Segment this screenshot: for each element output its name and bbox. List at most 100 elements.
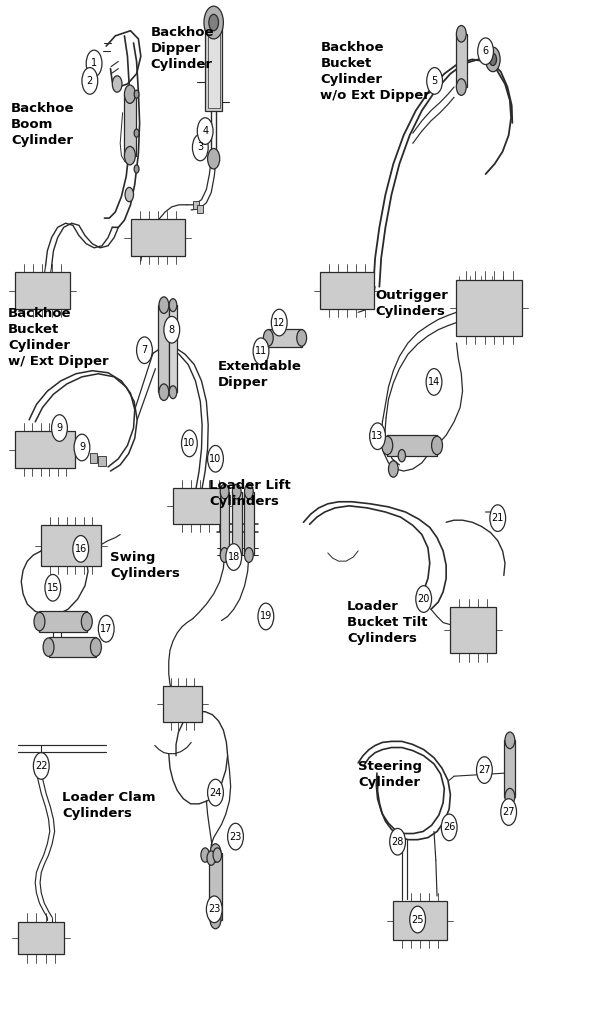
Circle shape — [432, 436, 443, 455]
Text: 23: 23 — [229, 831, 242, 842]
Circle shape — [74, 434, 90, 461]
Circle shape — [370, 423, 385, 450]
Bar — [15, 431, 75, 468]
Bar — [163, 686, 202, 722]
Text: 18: 18 — [228, 552, 240, 562]
Bar — [387, 435, 437, 456]
Circle shape — [192, 134, 208, 161]
Bar — [504, 740, 515, 797]
Circle shape — [210, 844, 221, 862]
Text: 25: 25 — [412, 914, 424, 925]
Bar — [456, 280, 522, 336]
Circle shape — [489, 53, 497, 66]
Circle shape — [208, 779, 223, 806]
Circle shape — [164, 316, 180, 343]
Circle shape — [388, 461, 398, 477]
Circle shape — [209, 14, 219, 31]
Text: 16: 16 — [75, 544, 87, 554]
Circle shape — [33, 753, 49, 779]
Text: 27: 27 — [503, 807, 515, 817]
Bar — [15, 272, 70, 309]
Circle shape — [134, 165, 139, 173]
Bar — [173, 488, 228, 524]
Circle shape — [81, 612, 92, 631]
Circle shape — [169, 386, 177, 398]
Text: Backhoe
Dipper
Cylinder: Backhoe Dipper Cylinder — [151, 26, 214, 71]
Bar — [158, 305, 169, 392]
Circle shape — [213, 848, 222, 862]
Circle shape — [232, 548, 241, 562]
Text: Loader
Bucket Tilt
Cylinders: Loader Bucket Tilt Cylinders — [347, 600, 428, 645]
Circle shape — [271, 309, 287, 336]
Circle shape — [208, 148, 220, 169]
Circle shape — [208, 445, 223, 472]
Circle shape — [220, 548, 229, 562]
Text: Outrigger
Cylinders: Outrigger Cylinders — [375, 289, 448, 317]
Circle shape — [228, 823, 243, 850]
Text: 7: 7 — [141, 345, 148, 355]
Circle shape — [201, 848, 209, 862]
Circle shape — [86, 50, 102, 77]
Text: 24: 24 — [209, 787, 222, 798]
Circle shape — [169, 299, 177, 311]
Bar — [320, 272, 374, 309]
Text: 23: 23 — [208, 904, 220, 914]
Circle shape — [427, 68, 443, 94]
Circle shape — [441, 814, 457, 841]
Text: 5: 5 — [432, 76, 438, 86]
Text: Backhoe
Bucket
Cylinder
w/o Ext Dipper: Backhoe Bucket Cylinder w/o Ext Dipper — [320, 41, 430, 102]
Text: 10: 10 — [183, 438, 195, 449]
Text: 15: 15 — [47, 583, 59, 593]
Circle shape — [382, 436, 393, 455]
Text: Steering
Cylinder: Steering Cylinder — [358, 760, 422, 788]
Circle shape — [45, 574, 61, 601]
Circle shape — [210, 910, 221, 929]
Circle shape — [197, 118, 213, 144]
Circle shape — [478, 38, 493, 65]
Circle shape — [43, 638, 54, 656]
Circle shape — [124, 146, 135, 165]
Bar — [39, 611, 87, 632]
Text: Extendable
Dipper: Extendable Dipper — [217, 360, 301, 389]
Text: 12: 12 — [273, 317, 285, 328]
Text: 10: 10 — [209, 454, 222, 464]
Circle shape — [206, 896, 222, 923]
Text: 2: 2 — [87, 76, 93, 86]
Text: 28: 28 — [392, 837, 404, 847]
Bar — [205, 27, 222, 111]
Circle shape — [501, 799, 517, 825]
Circle shape — [52, 415, 67, 441]
Bar — [220, 492, 229, 555]
Bar — [90, 453, 97, 463]
Circle shape — [505, 788, 515, 805]
Circle shape — [245, 548, 253, 562]
Circle shape — [134, 129, 139, 137]
Circle shape — [112, 76, 122, 92]
Text: 21: 21 — [492, 513, 504, 523]
Circle shape — [456, 26, 466, 42]
Text: 13: 13 — [371, 431, 384, 441]
Circle shape — [253, 338, 269, 365]
Bar — [193, 201, 199, 209]
Circle shape — [476, 757, 492, 783]
Circle shape — [220, 484, 229, 499]
Circle shape — [505, 732, 515, 749]
Text: 8: 8 — [169, 325, 175, 335]
Text: 6: 6 — [483, 46, 489, 56]
Circle shape — [207, 851, 215, 865]
Circle shape — [258, 603, 274, 630]
Bar — [98, 456, 106, 466]
Text: 17: 17 — [100, 624, 112, 634]
Circle shape — [73, 536, 89, 562]
Circle shape — [226, 544, 242, 570]
Bar — [49, 637, 96, 657]
Bar — [244, 492, 254, 555]
Circle shape — [398, 450, 405, 462]
Bar — [232, 492, 242, 555]
Text: 26: 26 — [443, 822, 455, 833]
Circle shape — [90, 638, 101, 656]
Text: 9: 9 — [56, 423, 63, 433]
Text: 3: 3 — [197, 142, 203, 153]
Text: 4: 4 — [202, 126, 208, 136]
Circle shape — [456, 79, 466, 95]
